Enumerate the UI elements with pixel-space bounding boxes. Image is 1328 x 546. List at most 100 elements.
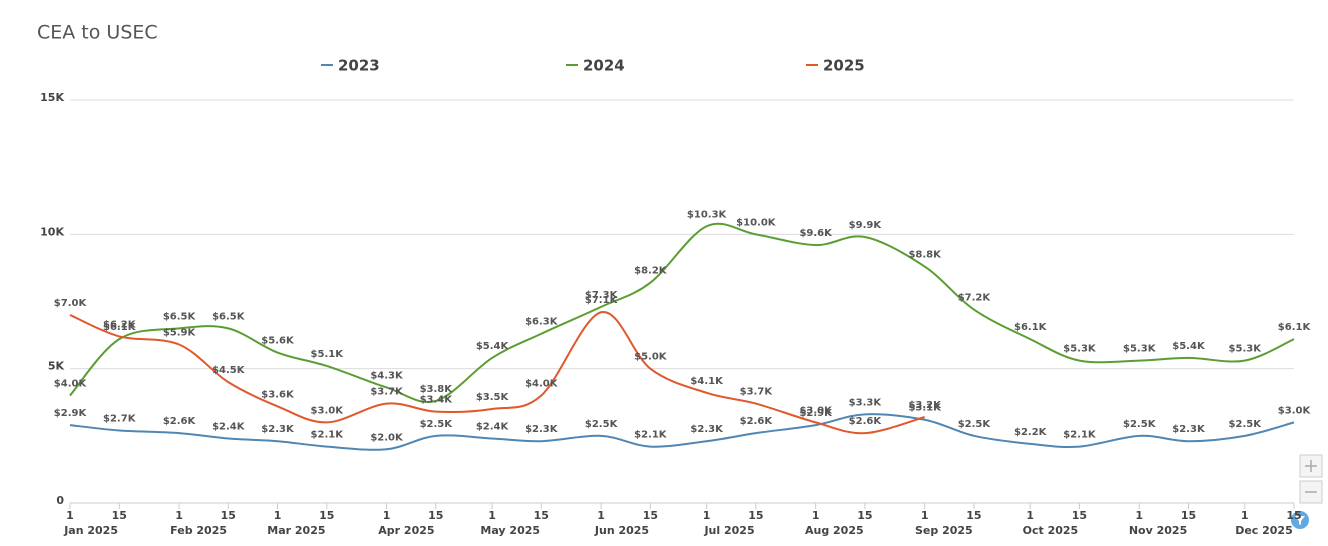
data-label: $6.5K: [212, 311, 246, 322]
x-tick-label: 1: [597, 509, 605, 522]
legend-item[interactable]: 2023: [321, 57, 380, 75]
y-tick-label: 10K: [40, 225, 64, 238]
x-tick-label: 15: [857, 509, 872, 522]
data-label: $4.3K: [370, 370, 404, 381]
data-label: $3.8K: [420, 384, 454, 395]
data-label: $7.1K: [585, 295, 619, 306]
y-tick-label: 5K: [48, 360, 65, 373]
x-tick-label: 15: [1072, 509, 1087, 522]
x-tick-label: 15: [112, 509, 127, 522]
x-tick-label: 1: [921, 509, 929, 522]
x-tick-label: 1: [1241, 509, 1249, 522]
x-month-label: Jul 2025: [703, 524, 754, 537]
data-label: $8.8K: [908, 250, 942, 261]
chart-title: CEA to USEC: [37, 22, 158, 44]
x-tick-label: 15: [1181, 509, 1196, 522]
x-tick-label: 1: [1135, 509, 1143, 522]
x-tick-label: 1: [383, 509, 391, 522]
x-tick-label: 1: [488, 509, 496, 522]
data-label: $10.0K: [736, 217, 777, 228]
data-label: $8.2K: [634, 266, 668, 277]
data-label: $5.3K: [1229, 344, 1263, 355]
x-tick-label: 15: [221, 509, 236, 522]
x-month-label: Feb 2025: [170, 524, 227, 537]
data-label: $2.1K: [634, 430, 668, 441]
data-label: $3.7K: [370, 387, 404, 398]
data-label: $2.3K: [525, 424, 559, 435]
zoom-in-icon: [1305, 460, 1317, 472]
x-tick-label: 15: [748, 509, 763, 522]
data-label: $2.3K: [261, 424, 295, 435]
data-label: $4.1K: [690, 376, 724, 387]
data-label: $6.2K: [103, 319, 137, 330]
data-label: $2.5K: [585, 419, 619, 430]
data-label: $5.6K: [261, 336, 295, 347]
data-label: $2.1K: [311, 430, 345, 441]
data-label: $3.0K: [311, 405, 345, 416]
x-tick-label: 15: [319, 509, 334, 522]
x-tick-label: 1: [703, 509, 711, 522]
data-label: $2.5K: [1229, 419, 1263, 430]
data-label: $2.4K: [476, 422, 510, 433]
x-tick-label: 15: [643, 509, 658, 522]
y-tick-label: 0: [56, 494, 64, 507]
data-label: $2.6K: [849, 416, 883, 427]
legend-item[interactable]: 2025: [806, 57, 865, 75]
data-label: $5.3K: [1123, 344, 1157, 355]
data-label: $3.4K: [420, 395, 454, 406]
data-label: $3.2K: [908, 400, 942, 411]
data-label: $3.5K: [476, 392, 510, 403]
data-label: $4.0K: [525, 379, 559, 390]
legend-label: 2025: [823, 57, 865, 75]
y-tick-label: 15K: [40, 91, 64, 104]
data-label: $2.0K: [370, 432, 404, 443]
data-label: $10.3K: [687, 209, 728, 220]
x-month-label: Sep 2025: [915, 524, 973, 537]
x-tick-label: 1: [175, 509, 183, 522]
data-label: $6.3K: [525, 317, 559, 328]
x-tick-label: 1: [812, 509, 820, 522]
data-label: $6.5K: [163, 311, 197, 322]
x-month-label: Mar 2025: [267, 524, 325, 537]
x-month-label: Aug 2025: [805, 524, 864, 537]
x-tick-label: 1: [66, 509, 74, 522]
data-label: $2.1K: [1063, 430, 1097, 441]
data-label: $6.1K: [103, 322, 137, 333]
x-tick-label: 15: [1286, 509, 1301, 522]
x-tick-label: 15: [428, 509, 443, 522]
data-label: $3.7K: [740, 387, 774, 398]
data-label: $3.6K: [261, 389, 295, 400]
data-label: $5.1K: [311, 349, 345, 360]
data-label: $2.7K: [103, 413, 137, 424]
data-label: $7.3K: [585, 290, 619, 301]
data-label: $5.3K: [1063, 344, 1097, 355]
data-label: $2.9K: [54, 408, 88, 419]
data-label: $7.0K: [54, 298, 88, 309]
legend-item[interactable]: 2024: [566, 57, 625, 75]
data-label: $2.5K: [958, 419, 992, 430]
data-label: $2.2K: [1014, 427, 1048, 438]
series-line: [69, 413, 1295, 451]
data-label: $3.0K: [799, 405, 833, 416]
x-month-label: Jan 2025: [63, 524, 118, 537]
data-label: $3.3K: [849, 397, 883, 408]
legend-label: 2024: [583, 57, 625, 75]
series-line: [69, 222, 1295, 403]
data-label: $5.0K: [634, 352, 668, 363]
data-label: $2.6K: [740, 416, 774, 427]
data-label: $7.2K: [958, 293, 992, 304]
data-label: $4.5K: [212, 365, 246, 376]
x-tick-label: 1: [274, 509, 282, 522]
x-tick-label: 1: [1026, 509, 1034, 522]
series-line: [69, 311, 925, 435]
data-label: $5.4K: [476, 341, 510, 352]
x-tick-label: 15: [534, 509, 549, 522]
data-label: $5.9K: [163, 327, 197, 338]
filter-icon: [1295, 516, 1305, 525]
data-label: $2.3K: [1172, 424, 1206, 435]
x-month-label: Jun 2025: [594, 524, 649, 537]
x-month-label: May 2025: [480, 524, 540, 537]
data-label: $2.6K: [163, 416, 197, 427]
data-label: $2.5K: [420, 419, 454, 430]
